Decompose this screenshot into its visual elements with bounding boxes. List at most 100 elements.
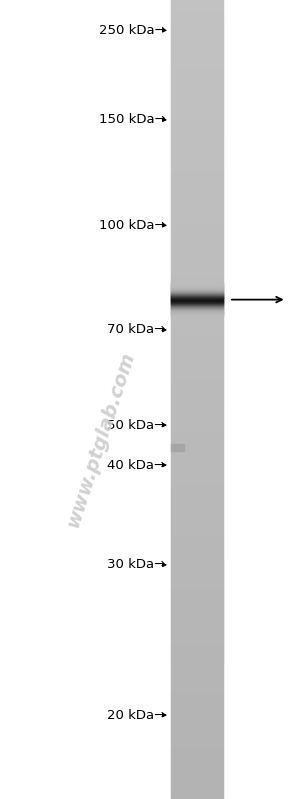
Text: 20 kDa→: 20 kDa→ — [107, 709, 166, 721]
Bar — [171, 377, 223, 381]
Bar — [171, 524, 223, 527]
Bar — [171, 452, 223, 455]
Bar — [171, 532, 223, 535]
Bar — [171, 737, 223, 741]
Bar — [171, 313, 223, 317]
Bar — [171, 293, 223, 294]
Bar — [171, 199, 223, 202]
Bar — [171, 55, 223, 58]
Bar — [171, 316, 223, 320]
Bar — [171, 237, 223, 240]
Bar — [171, 463, 223, 466]
Bar — [171, 572, 223, 575]
Bar — [171, 393, 223, 397]
Bar — [171, 609, 223, 613]
Bar — [171, 644, 223, 647]
Bar — [171, 77, 223, 80]
Bar — [171, 391, 223, 394]
Bar — [171, 287, 223, 288]
Bar — [171, 734, 223, 737]
Bar — [171, 503, 223, 506]
Bar — [171, 129, 223, 133]
Bar — [171, 710, 223, 714]
Bar — [171, 380, 223, 384]
Bar — [171, 495, 223, 498]
Bar — [171, 777, 223, 781]
Bar — [171, 460, 223, 463]
Bar — [171, 721, 223, 725]
Bar — [171, 5, 223, 8]
Bar — [171, 137, 223, 141]
Bar — [171, 143, 223, 146]
Bar — [171, 577, 223, 581]
Bar — [171, 580, 223, 583]
Bar — [171, 289, 223, 290]
Bar — [171, 636, 223, 639]
Bar — [171, 465, 223, 469]
Bar — [171, 283, 223, 284]
Bar — [171, 660, 223, 663]
Bar — [171, 315, 223, 316]
Bar — [171, 329, 223, 333]
Bar — [171, 788, 223, 791]
Bar — [171, 31, 223, 34]
Bar — [171, 288, 223, 289]
Bar — [171, 646, 223, 650]
Bar — [171, 295, 223, 296]
Bar — [171, 297, 223, 298]
Bar — [171, 713, 223, 717]
Text: www.ptglab.com: www.ptglab.com — [63, 349, 138, 530]
Bar — [171, 313, 223, 314]
Bar — [171, 753, 223, 757]
Bar — [171, 649, 223, 653]
Bar — [171, 229, 223, 232]
Bar — [171, 785, 223, 789]
Bar — [171, 307, 223, 308]
Bar — [171, 66, 223, 70]
Bar — [171, 63, 223, 66]
Bar — [171, 516, 223, 519]
Bar — [171, 29, 223, 32]
Bar — [171, 103, 223, 106]
Bar — [171, 324, 223, 328]
Bar — [171, 364, 223, 368]
Bar — [171, 2, 223, 6]
Bar — [171, 726, 223, 729]
Bar — [171, 500, 223, 503]
Bar — [171, 153, 223, 157]
Bar — [171, 750, 223, 753]
Bar — [171, 283, 223, 284]
Bar — [171, 141, 223, 144]
Bar — [171, 774, 223, 777]
Bar — [171, 596, 223, 599]
Bar — [171, 471, 223, 474]
Bar — [171, 149, 223, 152]
Bar — [171, 793, 223, 797]
Bar — [171, 315, 223, 316]
Bar — [171, 543, 223, 546]
Bar — [171, 527, 223, 530]
Bar — [171, 468, 223, 471]
Bar — [171, 39, 223, 42]
Bar — [171, 247, 223, 250]
Bar — [171, 388, 223, 392]
Bar — [171, 311, 223, 314]
Bar — [171, 290, 223, 291]
Bar — [171, 295, 223, 296]
Bar — [171, 705, 223, 709]
Bar — [171, 359, 223, 362]
Bar — [171, 201, 223, 205]
Bar — [171, 780, 223, 783]
Bar — [171, 588, 223, 591]
Bar — [171, 436, 223, 439]
Text: 40 kDa→: 40 kDa→ — [107, 459, 166, 471]
Bar — [171, 401, 223, 405]
Bar — [171, 718, 223, 721]
Bar — [171, 305, 223, 306]
Bar — [171, 455, 223, 458]
Bar — [171, 585, 223, 589]
Bar — [171, 306, 223, 307]
Bar — [171, 708, 223, 711]
Bar — [171, 476, 223, 479]
Bar — [171, 113, 223, 117]
